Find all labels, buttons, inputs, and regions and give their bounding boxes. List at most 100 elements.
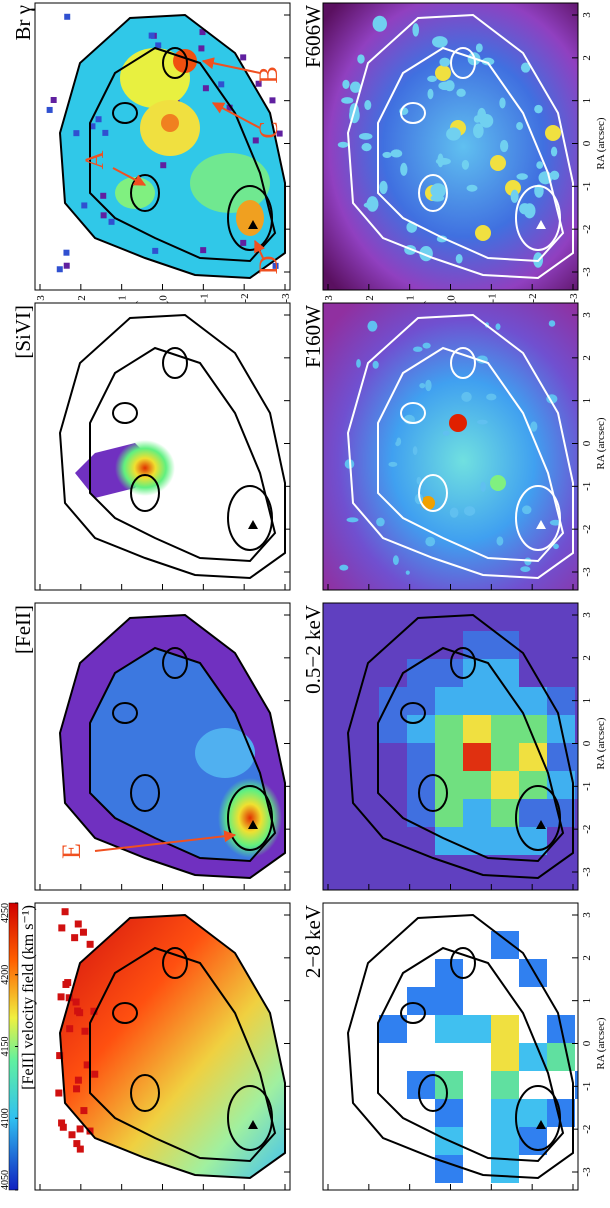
image-pixel <box>519 883 547 890</box>
x-tick-label: 1 <box>581 98 593 104</box>
contour <box>377 346 565 563</box>
image-blob <box>455 254 463 264</box>
image-blob <box>438 81 453 91</box>
image-pixel <box>198 45 205 52</box>
x-tick-label: -3 <box>581 867 593 877</box>
image-pixel <box>547 603 575 631</box>
image-pixel <box>547 743 575 771</box>
contour <box>227 785 273 851</box>
contour <box>450 647 476 679</box>
image-pixel <box>519 687 547 715</box>
image-blob <box>486 393 497 401</box>
y-tick-label: -2 <box>239 293 251 302</box>
image-blob <box>549 170 560 180</box>
x-axis-label: RA (arcsec) <box>595 117 607 170</box>
image-blob <box>422 342 431 349</box>
image-blob <box>553 543 559 550</box>
image-blob <box>499 139 509 153</box>
image-pixel <box>435 659 463 687</box>
image-pixel <box>463 883 491 890</box>
image-blob <box>419 382 426 389</box>
x-tick-label: -1 <box>581 782 593 791</box>
image-blob <box>477 107 487 124</box>
image-pixel <box>491 1127 519 1155</box>
image-blob <box>473 123 484 139</box>
x-tick-label: 0 <box>581 1040 593 1046</box>
image-pixel <box>252 137 259 144</box>
image-blob <box>534 104 543 114</box>
image-pixel <box>46 106 53 113</box>
image-pixel <box>74 920 82 928</box>
image-pixel <box>463 715 491 743</box>
image-blob <box>475 43 483 53</box>
contour <box>418 174 448 212</box>
image-pixel <box>66 1025 74 1033</box>
image-pixel <box>351 603 379 631</box>
image-pixel <box>62 980 70 988</box>
image-pixel <box>71 934 79 942</box>
nucleus-marker <box>248 1120 258 1129</box>
image-pixel <box>519 603 547 631</box>
contour <box>400 702 426 724</box>
annotation: A <box>80 150 109 169</box>
image-pixel <box>435 1015 463 1043</box>
image-blob <box>435 65 451 81</box>
image-pixel <box>547 631 575 659</box>
image-blob <box>115 440 175 496</box>
panel-image <box>35 903 290 1190</box>
image-blob <box>342 79 350 89</box>
panel-image <box>35 303 290 590</box>
image-blob <box>416 476 422 485</box>
image-pixel <box>575 1071 578 1099</box>
image-pixel <box>379 631 407 659</box>
image-pixel <box>491 827 519 855</box>
image-blob <box>495 323 501 330</box>
contour <box>112 702 138 724</box>
image-blob <box>430 183 446 199</box>
image-pixel <box>435 987 463 1015</box>
image-pixel <box>160 162 167 169</box>
panel-image <box>323 603 578 890</box>
contour <box>162 347 188 379</box>
image-pixel <box>435 959 463 987</box>
image-blob <box>190 153 270 213</box>
image-blob <box>425 379 432 392</box>
image-pixel <box>351 827 379 855</box>
x-tick-label: -2 <box>581 1125 593 1134</box>
image-blob <box>412 446 418 456</box>
contour <box>89 946 277 1163</box>
colorbar-tick-label: 4200 <box>0 965 11 985</box>
image-pixel <box>575 743 578 771</box>
image-pixel <box>491 1043 519 1071</box>
image-pixel <box>519 659 547 687</box>
image-blob <box>161 114 179 132</box>
panel-image <box>323 303 578 590</box>
panel <box>322 902 579 1191</box>
x-tick-label: 1 <box>581 698 593 704</box>
image-bg <box>323 3 578 290</box>
image-pixel <box>58 924 66 932</box>
image-pixel <box>435 743 463 771</box>
y-tick-label: -3 <box>280 293 292 303</box>
image-pixel <box>575 631 578 659</box>
image-pixel <box>575 603 578 631</box>
image-pixel <box>407 987 435 1015</box>
image-pixel <box>491 1071 519 1099</box>
image-blob <box>339 564 349 571</box>
panel <box>322 602 579 891</box>
image-blob <box>466 184 478 192</box>
image-blob <box>379 180 388 195</box>
image-pixel <box>575 799 578 827</box>
x-tick-label: 3 <box>581 612 593 618</box>
image-pixel <box>407 687 435 715</box>
panel-title: Br γ <box>11 5 35 41</box>
image-blob <box>357 54 365 64</box>
image-pixel <box>323 855 351 883</box>
image-pixel <box>59 1123 67 1131</box>
y-tick-label: 1 <box>405 295 417 301</box>
annotation-arrow <box>112 167 147 186</box>
image-pixel <box>463 799 491 827</box>
annotation-arrow <box>94 830 237 852</box>
contour <box>418 474 448 512</box>
